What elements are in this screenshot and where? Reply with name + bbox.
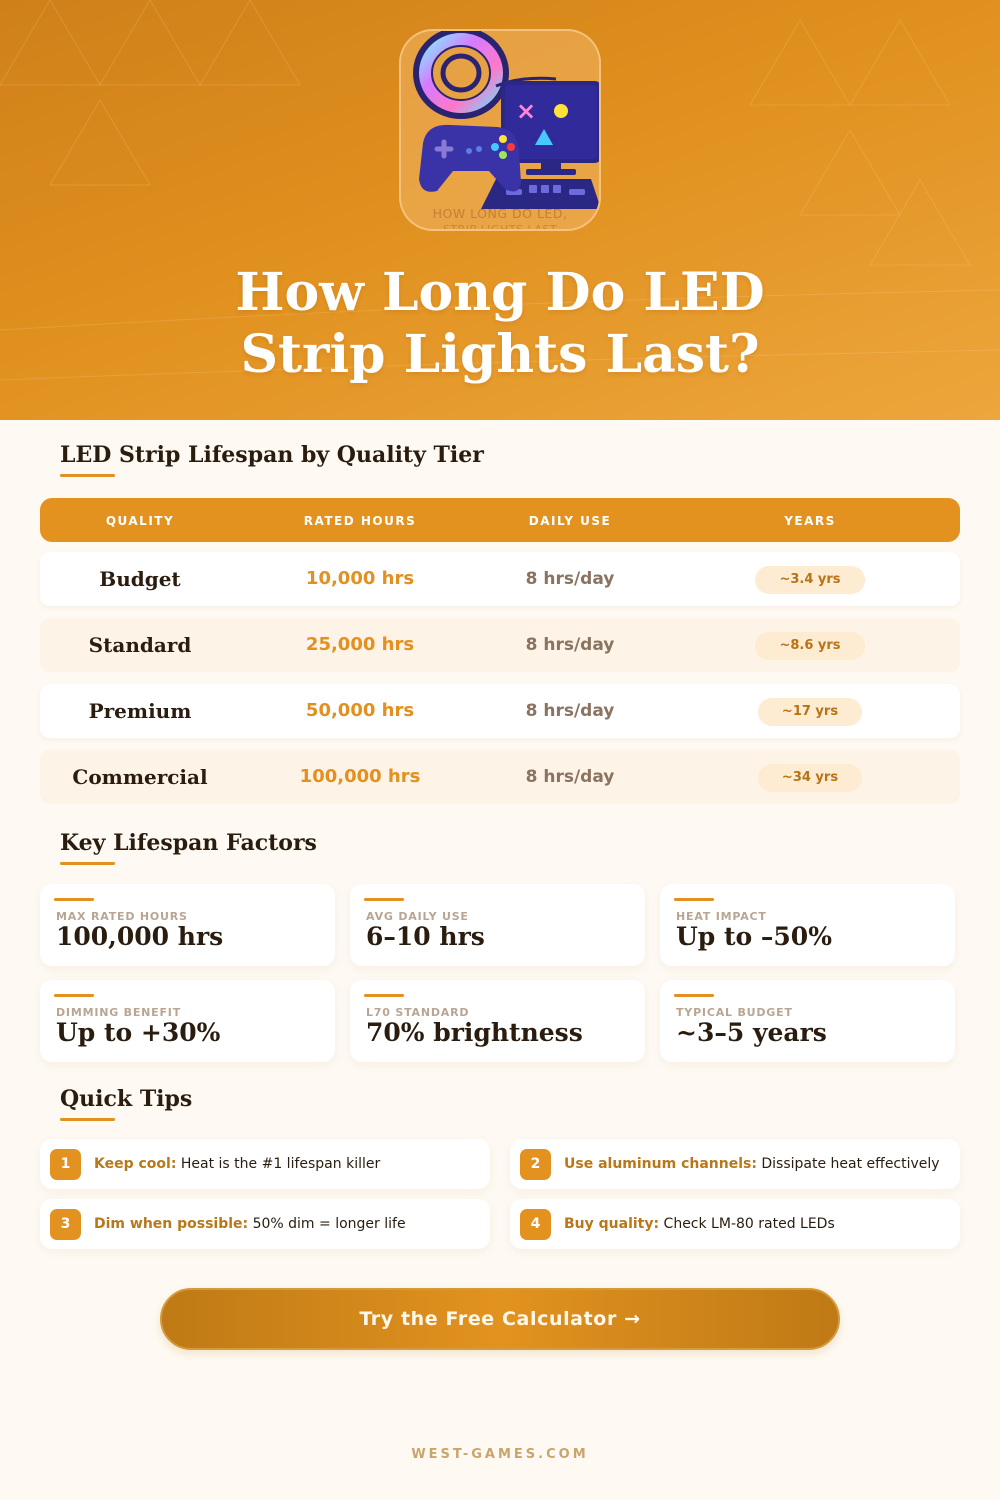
section-underline [60, 474, 115, 477]
triangle-pattern-decoration [0, 0, 1000, 381]
factor-card-heat-impact: HEAT IMPACT Up to –50% [660, 884, 955, 966]
tip-item-2: 2 Use aluminum channels: Dissipate heat … [510, 1139, 960, 1189]
header-years: YEARS [784, 514, 836, 528]
accent-bar [54, 994, 94, 997]
tip-item-3: 3 Dim when possible: 50% dim = longer li… [40, 1199, 490, 1249]
factor-value: ~3–5 years [676, 1018, 827, 1047]
daily-use-cell: 8 hrs/day [525, 701, 615, 721]
svg-text:×: × [516, 97, 536, 125]
daily-use-cell: 8 hrs/day [525, 635, 615, 655]
title-line-1: How Long Do LED [235, 262, 765, 323]
tip-body: 50% dim = longer life [248, 1216, 406, 1232]
years-badge: ~17 yrs [757, 697, 863, 726]
rated-hours-cell: 100,000 hrs [299, 766, 421, 787]
tip-heading: Buy quality: [564, 1216, 660, 1232]
tip-text: Dim when possible: 50% dim = longer life [94, 1199, 406, 1249]
header-rated-hours: RATED HOURS [303, 514, 417, 528]
logo-caption: HOW LONG DO LED, [432, 206, 568, 221]
header-daily-use: DAILY USE [528, 514, 612, 528]
tips-section-title: Quick Tips [60, 1086, 193, 1112]
tip-body: Heat is the #1 lifespan killer [176, 1156, 381, 1172]
factor-value: Up to –50% [676, 922, 832, 951]
hero-banner: × HOW LONG DO LED, STRI [0, 0, 1000, 420]
header-quality: QUALITY [105, 514, 175, 528]
years-badge: ~8.6 yrs [755, 631, 865, 660]
factor-label: MAX RATED HOURS [56, 910, 188, 923]
table-header: QUALITY RATED HOURS DAILY USE YEARS [40, 498, 960, 542]
quality-cell: Budget [99, 567, 181, 591]
tip-text: Use aluminum channels: Dissipate heat ef… [564, 1139, 940, 1189]
years-badge: ~3.4 yrs [755, 565, 865, 594]
tip-number-badge: 3 [50, 1209, 81, 1240]
accent-bar [54, 898, 94, 901]
table-row-budget: Budget 10,000 hrs 8 hrs/day ~3.4 yrs [40, 552, 960, 606]
tip-text: Buy quality: Check LM-80 rated LEDs [564, 1199, 835, 1249]
section-underline [60, 862, 115, 865]
daily-use-cell: 8 hrs/day [525, 767, 615, 787]
logo: × HOW LONG DO LED, STRI [399, 29, 601, 231]
table-row-premium: Premium 50,000 hrs 8 hrs/day ~17 yrs [40, 684, 960, 738]
logo-caption-cutoff: STRIP LIGHTS LAST [442, 223, 558, 231]
factor-value: 6–10 hrs [366, 922, 485, 951]
factor-card-l70-standard: L70 STANDARD 70% brightness [350, 980, 645, 1062]
factor-value: Up to +30% [56, 1018, 221, 1047]
footer-site-link[interactable]: WEST-GAMES.COM [411, 1447, 589, 1462]
tip-body: Dissipate heat effectively [756, 1156, 940, 1172]
accent-bar [364, 994, 404, 997]
accent-bar [364, 898, 404, 901]
tip-heading: Use aluminum channels: [564, 1156, 757, 1172]
factor-label: AVG DAILY USE [366, 910, 469, 923]
title-line-2: Strip Lights Last? [240, 324, 760, 385]
factor-label: TYPICAL BUDGET [676, 1006, 793, 1019]
factor-card-avg-daily-use: AVG DAILY USE 6–10 hrs [350, 884, 645, 966]
section-underline [60, 1118, 115, 1121]
tip-text: Keep cool: Heat is the #1 lifespan kille… [94, 1139, 380, 1189]
gaming-setup-icon: × [413, 31, 599, 209]
quality-cell: Premium [88, 699, 192, 723]
tip-heading: Keep cool: [94, 1156, 177, 1172]
factor-card-max-rated-hours: MAX RATED HOURS 100,000 hrs [40, 884, 335, 966]
tip-item-4: 4 Buy quality: Check LM-80 rated LEDs [510, 1199, 960, 1249]
tip-number-badge: 4 [520, 1209, 551, 1240]
rated-hours-cell: 50,000 hrs [305, 700, 415, 721]
rated-hours-cell: 25,000 hrs [305, 634, 415, 655]
tip-item-1: 1 Keep cool: Heat is the #1 lifespan kil… [40, 1139, 490, 1189]
factor-label: HEAT IMPACT [676, 910, 767, 923]
page-title: How Long Do LED Strip Lights Last? [0, 262, 1000, 386]
quality-cell: Commercial [72, 765, 208, 789]
daily-use-cell: 8 hrs/day [525, 569, 615, 589]
years-badge: ~34 yrs [757, 763, 863, 792]
tip-number-badge: 1 [50, 1149, 81, 1180]
factor-value: 70% brightness [366, 1018, 583, 1047]
factor-label: DIMMING BENEFIT [56, 1006, 182, 1019]
tip-number-badge: 2 [520, 1149, 551, 1180]
tip-body: Check LM-80 rated LEDs [659, 1216, 835, 1232]
tip-heading: Dim when possible: [94, 1216, 249, 1232]
lifespan-section-title: LED Strip Lifespan by Quality Tier [60, 442, 484, 468]
table-row-commercial: Commercial 100,000 hrs 8 hrs/day ~34 yrs [40, 750, 960, 804]
factor-card-dimming-benefit: DIMMING BENEFIT Up to +30% [40, 980, 335, 1062]
factors-section-title: Key Lifespan Factors [60, 830, 317, 856]
table-row-standard: Standard 25,000 hrs 8 hrs/day ~8.6 yrs [40, 618, 960, 672]
factor-value: 100,000 hrs [56, 922, 224, 951]
quality-cell: Standard [88, 633, 192, 657]
accent-bar [674, 994, 714, 997]
free-calculator-button[interactable]: Try the Free Calculator → [160, 1288, 840, 1350]
accent-bar [674, 898, 714, 901]
rated-hours-cell: 10,000 hrs [305, 568, 415, 589]
factor-label: L70 STANDARD [366, 1006, 470, 1019]
factor-card-typical-budget: TYPICAL BUDGET ~3–5 years [660, 980, 955, 1062]
